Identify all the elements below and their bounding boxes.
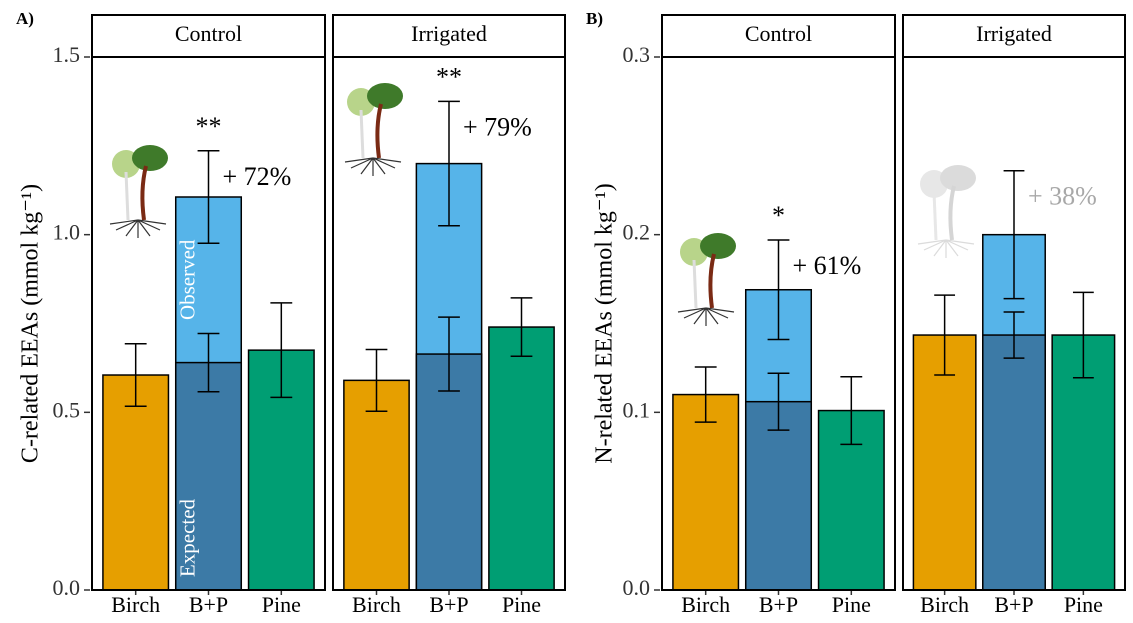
x-tick-label: Pine — [1064, 592, 1103, 617]
error-bar — [438, 316, 460, 392]
x-tick-label: Birch — [111, 592, 160, 617]
tree-crown — [367, 83, 403, 109]
x-tick-label: Birch — [681, 592, 730, 617]
bar — [744, 400, 813, 591]
bar — [415, 353, 483, 591]
error-bar — [197, 150, 220, 244]
change-label: + 72% — [223, 162, 292, 191]
y-tick-label: 0.0 — [53, 575, 81, 600]
error-bar — [124, 343, 147, 408]
error-bar — [694, 366, 717, 423]
strip-title: Irrigated — [976, 21, 1052, 46]
y-tick-label: 0.5 — [53, 397, 81, 422]
tree-trunk — [124, 171, 130, 221]
tree-trunk — [948, 185, 956, 241]
tree-icon — [344, 83, 403, 176]
panel-border — [332, 56, 566, 591]
significance: ** — [436, 62, 462, 91]
change-label: + 38% — [1028, 182, 1097, 211]
change-label: + 79% — [463, 112, 532, 141]
bar — [102, 374, 170, 591]
error-bar — [197, 332, 220, 393]
significance: * — [772, 201, 785, 230]
y-tick-label: 1.0 — [53, 220, 81, 245]
y-axis-label: C-related EEAs (mmol kg⁻¹) — [18, 184, 44, 463]
x-tick-label: Pine — [832, 592, 871, 617]
y-tick-label: 0.2 — [623, 220, 651, 245]
tree-trunk — [932, 191, 938, 241]
strip-title: Control — [745, 21, 812, 46]
error-bar — [840, 376, 863, 446]
tree-crown — [132, 145, 168, 171]
tree-roots — [677, 307, 735, 326]
bar — [912, 334, 977, 591]
tree-crown — [700, 233, 736, 259]
error-bar — [1072, 291, 1094, 379]
panel-border — [91, 56, 326, 591]
y-axis-label: N-related EEAs (mmol kg⁻¹) — [592, 183, 618, 463]
y-tick-label: 0.0 — [623, 575, 651, 600]
x-tick-label: B+P — [429, 592, 468, 617]
error-bar — [365, 348, 388, 413]
panel-border — [661, 56, 896, 591]
error-bar — [438, 100, 460, 227]
error-bar — [767, 372, 790, 431]
error-bar — [1003, 169, 1025, 300]
error-bar — [934, 294, 956, 376]
tree-roots — [344, 157, 402, 176]
error-bar — [767, 239, 790, 341]
series-label: Observed — [176, 239, 200, 320]
strip-title: Control — [175, 21, 242, 46]
error-bar — [270, 302, 293, 399]
y-tick-label: 1.5 — [53, 42, 81, 67]
tree-trunk — [140, 165, 148, 221]
y-tick-label: 0.1 — [623, 397, 651, 422]
y-tick-label: 0.3 — [623, 42, 651, 67]
tree-trunk — [359, 109, 365, 159]
x-tick-label: Pine — [502, 592, 541, 617]
change-label: + 61% — [793, 251, 862, 280]
series-label: Expected — [176, 498, 200, 577]
panel-label: A) — [16, 9, 34, 28]
bar — [982, 334, 1046, 591]
x-tick-label: Pine — [262, 592, 301, 617]
x-tick-label: Birch — [352, 592, 401, 617]
tree-icon — [109, 145, 168, 238]
x-tick-label: B+P — [189, 592, 228, 617]
panel-border — [902, 56, 1126, 591]
strip — [902, 14, 1126, 58]
strip-title: Irrigated — [411, 21, 487, 46]
x-tick-label: B+P — [994, 592, 1033, 617]
tree-icon — [917, 165, 976, 258]
error-bar — [510, 297, 533, 357]
significance: ** — [196, 112, 222, 141]
x-tick-label: B+P — [759, 592, 798, 617]
strip — [661, 14, 896, 58]
error-bar — [1003, 311, 1025, 359]
bar — [488, 326, 555, 591]
tree-crown — [920, 170, 948, 198]
x-tick-label: Birch — [920, 592, 969, 617]
tree-roots — [917, 239, 975, 258]
tree-trunk — [708, 253, 716, 309]
tree-trunk — [375, 103, 383, 159]
panel-label: B) — [586, 9, 603, 28]
tree-crown — [940, 165, 976, 191]
bar — [672, 393, 740, 591]
tree-trunk — [692, 259, 698, 309]
tree-roots — [109, 219, 167, 238]
bar — [343, 379, 410, 591]
tree-icon — [677, 233, 736, 326]
